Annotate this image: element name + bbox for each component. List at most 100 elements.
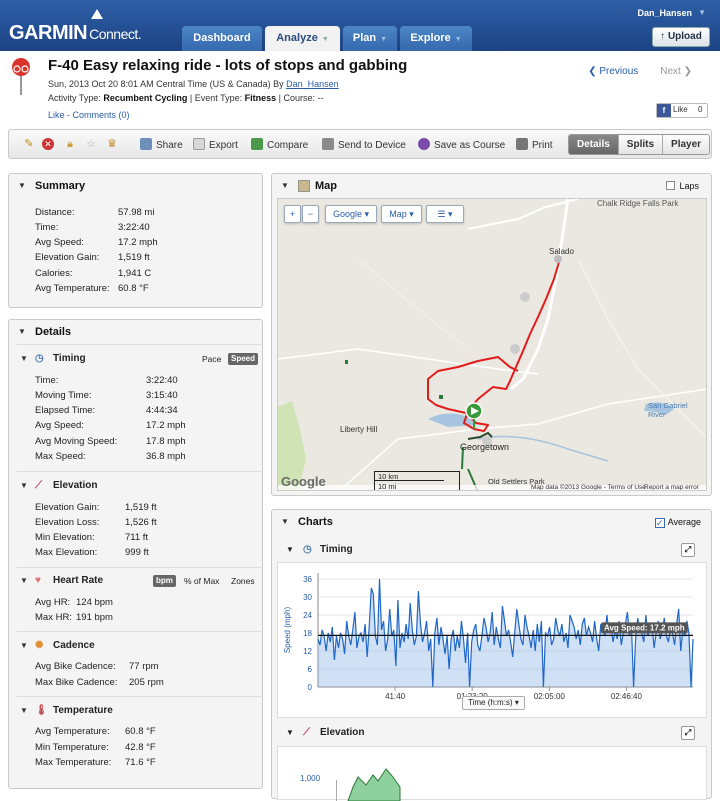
cadence-section-header[interactable]: ▼ ✺ Cadence	[9, 636, 262, 656]
row-label: Avg Bike Cadence:	[35, 661, 116, 672]
row-value: 71.6 °F	[125, 757, 156, 768]
activity-type-line: Activity Type: Recumbent Cycling | Event…	[48, 93, 324, 103]
map-layers-select[interactable]: ☰ ▾	[426, 205, 464, 223]
badge-icon[interactable]: ♛	[107, 138, 117, 150]
tab-details[interactable]: Details	[569, 135, 618, 154]
timing-row: Elapsed Time: 4:44:34	[35, 405, 178, 416]
row-value: 60.8 °F	[118, 283, 149, 294]
timing-chart-header[interactable]: ▼ ◷ Timing ⤢	[277, 539, 707, 561]
pace-toggle[interactable]: Pace	[202, 354, 222, 364]
average-toggle[interactable]: ✓ Average	[654, 510, 701, 534]
speed-toggle[interactable]: Speed	[228, 353, 259, 365]
print-button[interactable]: Print	[516, 138, 553, 151]
heart-rate-section-header[interactable]: ▼ ♥ Heart Rate bpm % of Max Zones	[9, 571, 262, 591]
date-text: Sun, 2013 Oct 20 8:01 AM Central Time (U…	[48, 79, 284, 89]
summary-row: Calories: 1,941 C	[35, 268, 151, 279]
row-label: Min Temperature:	[35, 742, 109, 753]
expand-icon[interactable]: ⤢	[681, 726, 695, 740]
view-switcher: Details Splits Player	[568, 134, 711, 155]
map-provider-select[interactable]: Google ▾	[325, 205, 377, 223]
type-label: Activity Type:	[48, 93, 101, 103]
details-header[interactable]: ▼ Details	[9, 320, 262, 344]
compare-button[interactable]: Compare	[251, 138, 308, 151]
zoom-out-button[interactable]: −	[302, 205, 319, 223]
favorite-star-icon[interactable]: ☆	[86, 138, 96, 150]
comments-link[interactable]: Comments (0)	[72, 110, 130, 120]
row-value: 17.8 mph	[146, 436, 186, 447]
tab-explore[interactable]: Explore ▼	[400, 26, 472, 51]
activity-type[interactable]: Recumbent Cycling	[103, 93, 188, 103]
divider	[17, 567, 263, 568]
send-to-device-button[interactable]: Send to Device	[322, 138, 406, 151]
cadence-title: Cadence	[53, 640, 95, 651]
expand-icon[interactable]: ⤢	[681, 543, 695, 557]
zoom-in-button[interactable]: +	[284, 205, 301, 223]
timing-title: Timing	[53, 353, 86, 364]
elevation-y-tick: 1,000	[300, 774, 321, 783]
map-header[interactable]: ▼ Map Laps	[272, 174, 711, 198]
temperature-row: Max Temperature: 71.6 °F	[35, 757, 156, 768]
elevation-chart[interactable]: 1,000	[277, 746, 707, 801]
event-type[interactable]: Fitness	[244, 93, 277, 103]
summary-row: Elevation Gain: 1,519 ft	[35, 252, 150, 263]
activity-title[interactable]: F-40 Easy relaxing ride - lots of stops …	[48, 57, 408, 74]
edit-pencil-icon[interactable]: ✎	[24, 138, 34, 150]
collapse-triangle-icon: ▼	[18, 327, 26, 336]
laps-label: Laps	[679, 181, 699, 191]
row-label: Time:	[35, 222, 59, 233]
temperature-title: Temperature	[53, 705, 113, 716]
tab-player[interactable]: Player	[662, 135, 710, 154]
save-as-course-button[interactable]: Save as Course	[418, 138, 505, 151]
elevation-section-header[interactable]: ▼ ⟋ Elevation	[9, 476, 262, 496]
garmin-connect-logo[interactable]: GARMIN Connect.	[9, 9, 142, 45]
bpm-toggle[interactable]: bpm	[153, 575, 176, 587]
timing-chart[interactable]: 06121824303641:4001:23:2002:05:0002:46:4…	[277, 562, 707, 718]
privacy-lock-icon[interactable]: 🔒︎	[67, 138, 73, 150]
tab-dashboard[interactable]: Dashboard	[182, 26, 262, 51]
delete-icon[interactable]: ✕	[42, 138, 54, 150]
row-value: 17.2 mph	[118, 237, 158, 248]
zones-toggle[interactable]: Zones	[231, 576, 255, 586]
course-icon	[418, 138, 430, 150]
report-map-error-link[interactable]: Report a map error	[644, 484, 699, 491]
place-label: Old Settlers Park	[488, 477, 545, 486]
x-tick-label: 41:40	[385, 692, 406, 701]
author-link[interactable]: Dan_Hansen	[286, 79, 339, 89]
cycling-pin-icon	[12, 58, 30, 95]
percent-max-toggle[interactable]: % of Max	[184, 576, 220, 586]
laps-toggle[interactable]: Laps	[666, 174, 699, 198]
laps-checkbox[interactable]	[666, 181, 676, 190]
map-type-select[interactable]: Map ▾	[381, 205, 422, 223]
like-link[interactable]: Like	[48, 110, 65, 120]
upload-button[interactable]: ↑ Upload	[652, 27, 710, 47]
elevation-chart-header[interactable]: ▼ ⟋ Elevation ⤢	[277, 722, 707, 744]
share-button[interactable]: Share	[140, 138, 183, 151]
previous-link[interactable]: ❮ Previous	[588, 66, 639, 77]
map-canvas[interactable]: + − Google ▾ Map ▾ ☰ ▾ Chalk Ridge Falls…	[277, 198, 707, 491]
activity-toolbar: ✎ ✕ 🔒︎ ☆ ♛ Share Export Compare Send to …	[8, 129, 712, 159]
user-menu[interactable]: Dan_Hansen ▼	[637, 8, 706, 18]
elevation-row: Elevation Loss: 1,526 ft	[35, 517, 157, 528]
row-label: Avg HR:	[35, 597, 71, 608]
tab-analyze[interactable]: Analyze ▼	[265, 26, 340, 51]
row-value: 57.98 mi	[118, 207, 155, 218]
average-label: Avg Speed: 17.2 mph	[604, 623, 685, 632]
export-button[interactable]: Export	[193, 138, 238, 151]
elevation-row: Max Elevation: 999 ft	[35, 547, 149, 558]
facebook-like-button[interactable]: f Like 0	[656, 103, 708, 118]
row-value: 36.8 mph	[146, 451, 186, 462]
terms-link[interactable]: Terms of Use	[607, 484, 646, 491]
temperature-section-header[interactable]: ▼ 🌡︎ Temperature	[9, 701, 262, 721]
divider	[17, 631, 263, 632]
tab-splits[interactable]: Splits	[617, 135, 663, 154]
row-label: Avg Moving Speed:	[35, 436, 118, 447]
tab-plan[interactable]: Plan ▼	[343, 26, 397, 51]
clock-icon: ◷	[303, 544, 312, 555]
x-axis-select[interactable]: Time (h:m:s) ▾	[462, 696, 525, 710]
elevation-icon: ⟋	[35, 480, 42, 491]
summary-header[interactable]: ▼ Summary	[9, 174, 262, 198]
average-checkbox[interactable]: ✓	[654, 518, 665, 528]
charts-header[interactable]: ▼ Charts ✓ Average	[272, 510, 711, 534]
timing-section-header[interactable]: ▼ ◷ Timing Pace Speed	[9, 349, 262, 369]
next-link[interactable]: Next ❯	[660, 66, 692, 77]
